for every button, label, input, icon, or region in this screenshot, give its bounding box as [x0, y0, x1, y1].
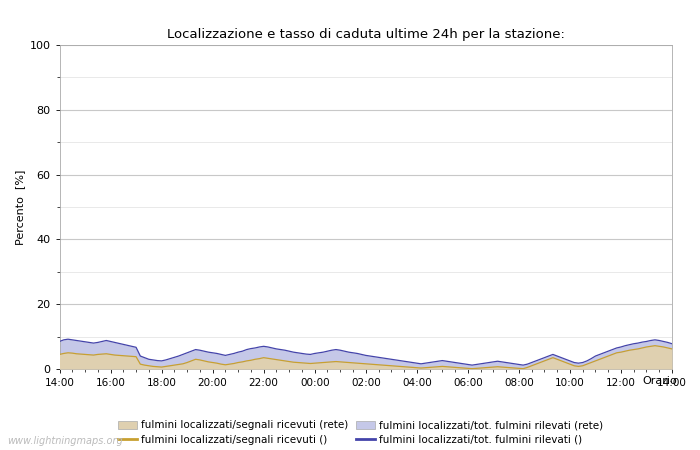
Text: Orario: Orario [643, 376, 678, 386]
Y-axis label: Percento  [%]: Percento [%] [15, 169, 25, 245]
Text: www.lightningmaps.org: www.lightningmaps.org [7, 436, 122, 446]
Title: Localizzazione e tasso di caduta ultime 24h per la stazione:: Localizzazione e tasso di caduta ultime … [167, 28, 565, 41]
Legend: fulmini localizzati/segnali ricevuti (rete), fulmini localizzati/segnali ricevut: fulmini localizzati/segnali ricevuti (re… [113, 416, 608, 449]
